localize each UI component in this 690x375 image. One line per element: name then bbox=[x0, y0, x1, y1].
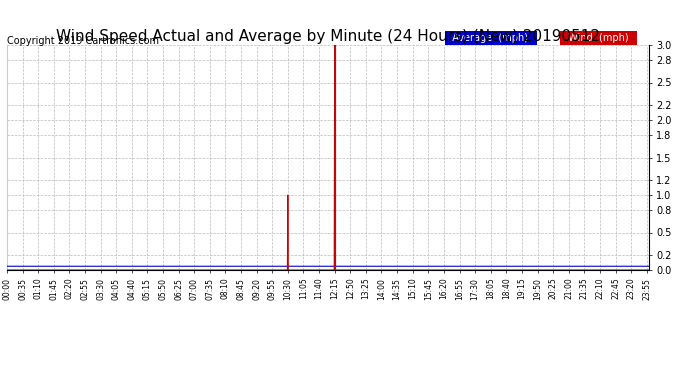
Text: Wind  (mph): Wind (mph) bbox=[562, 33, 635, 43]
Text: Copyright 2019 Cartronics.com: Copyright 2019 Cartronics.com bbox=[7, 36, 159, 46]
Text: Average  (mph): Average (mph) bbox=[446, 33, 535, 43]
Title: Wind Speed Actual and Average by Minute (24 Hours) (New) 20190512: Wind Speed Actual and Average by Minute … bbox=[56, 29, 600, 44]
